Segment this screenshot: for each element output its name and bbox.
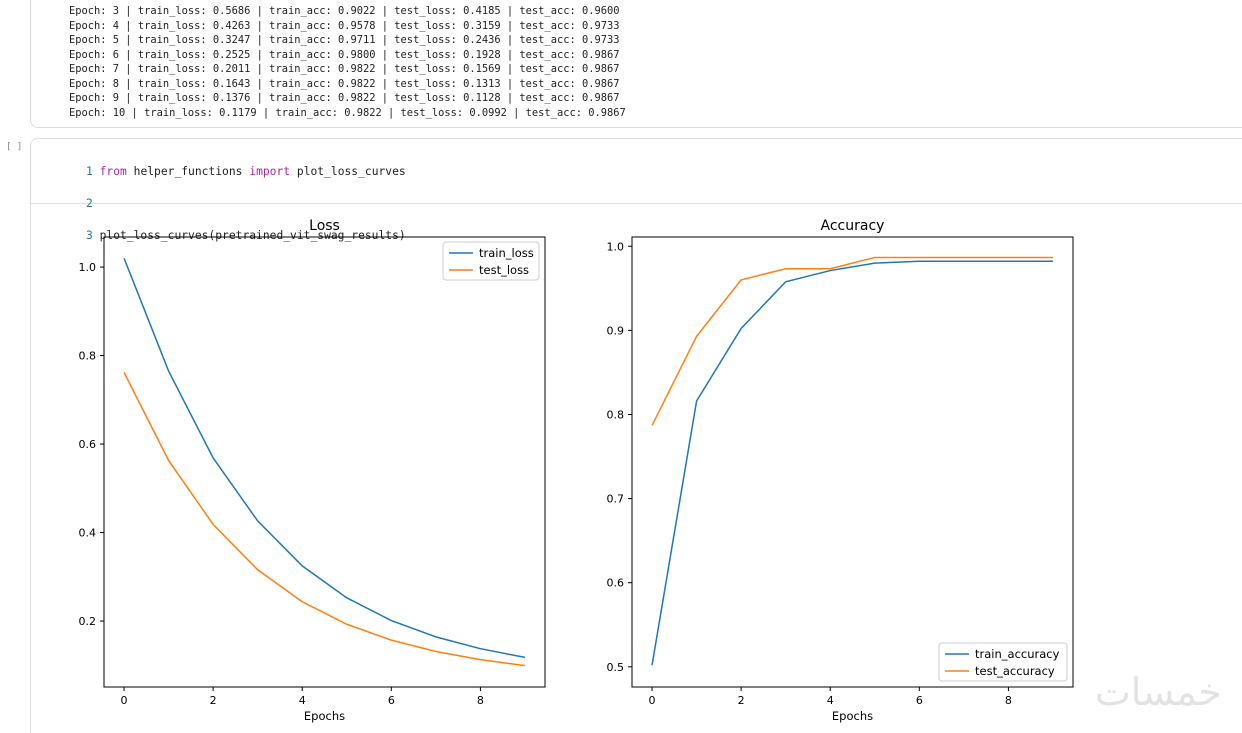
log-line: Epoch: 9 | train_loss: 0.1376 | train_ac… <box>69 92 620 104</box>
line-number: 3 <box>86 229 93 242</box>
x-tick-label: 6 <box>916 694 923 707</box>
legend-label: test_accuracy <box>975 664 1055 678</box>
series-line-train_loss <box>123 257 526 659</box>
run-cell-button[interactable]: [ ] <box>6 142 23 152</box>
training-log: Epoch: 3 | train_loss: 0.5686 | train_ac… <box>69 4 626 120</box>
x-tick-label: 8 <box>477 694 484 707</box>
line-number: 1 <box>86 165 93 178</box>
log-line: Epoch: 3 | train_loss: 0.5686 | train_ac… <box>69 5 620 17</box>
legend-label: train_loss <box>479 246 534 260</box>
y-tick-label: 1.0 <box>607 240 625 253</box>
series-line-test_loss <box>123 372 526 667</box>
y-tick-label: 0.6 <box>607 577 625 590</box>
x-tick-label: 4 <box>827 694 834 707</box>
log-line: Epoch: 8 | train_loss: 0.1643 | train_ac… <box>69 77 620 90</box>
log-line: Epoch: 7 | train_loss: 0.2011 | train_ac… <box>69 63 620 75</box>
x-tick-label: 0 <box>649 694 656 707</box>
x-tick-label: 8 <box>1005 694 1012 707</box>
code-editor[interactable]: 1 from helper_functions import plot_loss… <box>86 148 406 260</box>
chart-title: Loss <box>309 218 340 234</box>
keyword-from: from <box>99 165 127 178</box>
line-number: 2 <box>86 197 93 210</box>
watermark-logo: خمسات <box>1095 670 1222 714</box>
training-output-cell <box>30 0 1242 128</box>
y-tick-label: 0.9 <box>607 324 625 337</box>
series-line-test_accuracy <box>651 256 1053 426</box>
chart-title: Accuracy <box>821 218 885 234</box>
y-tick-label: 0.6 <box>79 438 97 451</box>
x-tick-label: 2 <box>210 694 217 707</box>
x-axis-label: Epochs <box>304 709 345 723</box>
imported-name: plot_loss_curves <box>290 165 406 178</box>
code-cell[interactable] <box>30 138 1242 204</box>
y-tick-label: 0.4 <box>79 527 97 540</box>
legend-label: train_accuracy <box>975 647 1060 661</box>
x-tick-label: 6 <box>388 694 395 707</box>
x-axis-label: Epochs <box>832 709 873 723</box>
code-line-3: 3 plot_loss_curves(pretrained_vit_swag_r… <box>86 228 406 244</box>
y-tick-label: 0.5 <box>607 661 625 674</box>
output-divider <box>30 204 31 733</box>
x-tick-label: 2 <box>738 694 745 707</box>
code-call: plot_loss_curves(pretrained_vit_swag_res… <box>99 229 406 242</box>
y-tick-label: 0.8 <box>607 408 625 421</box>
axes-frame <box>631 236 1074 688</box>
x-tick-label: 0 <box>121 694 128 707</box>
keyword-import: import <box>249 165 291 178</box>
log-line: Epoch: 5 | train_loss: 0.3247 | train_ac… <box>69 34 620 46</box>
log-line: Epoch: 10 | train_loss: 0.1179 | train_a… <box>69 106 626 119</box>
axes-frame <box>103 236 546 688</box>
x-tick-label: 4 <box>299 694 306 707</box>
code-line-1: 1 from helper_functions import plot_loss… <box>86 164 406 180</box>
legend <box>938 642 1068 682</box>
module-name: helper_functions <box>126 165 250 178</box>
log-line: Epoch: 4 | train_loss: 0.4263 | train_ac… <box>69 19 620 32</box>
y-tick-label: 0.7 <box>607 493 625 506</box>
log-line: Epoch: 6 | train_loss: 0.2525 | train_ac… <box>69 48 620 61</box>
series-line-train_accuracy <box>651 260 1053 666</box>
legend-label: test_loss <box>479 263 529 277</box>
y-tick-label: 0.2 <box>79 615 97 628</box>
y-tick-label: 1.0 <box>79 261 97 274</box>
y-tick-label: 0.8 <box>79 350 97 363</box>
code-line-2: 2 <box>86 196 406 212</box>
